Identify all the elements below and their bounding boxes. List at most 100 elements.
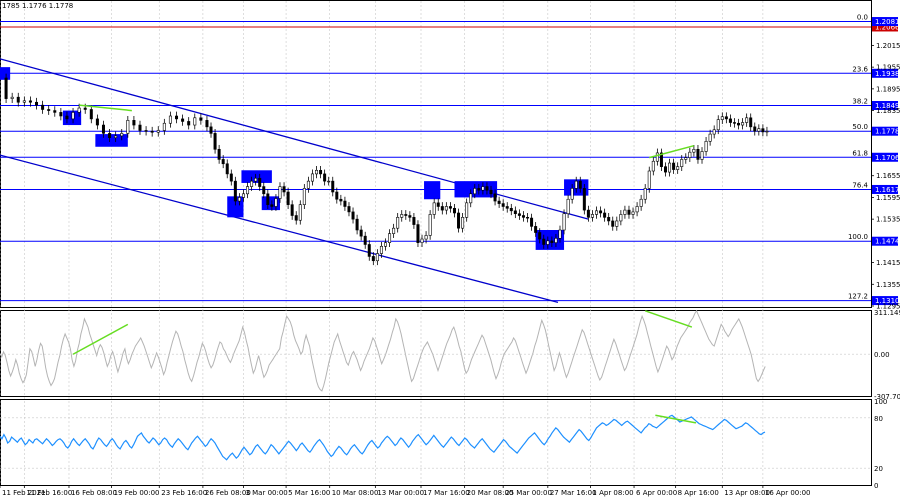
price-tag-bg — [872, 101, 898, 111]
rsi-line — [0, 414, 766, 461]
candle-body — [22, 100, 26, 103]
candle-body — [250, 180, 254, 187]
candle-body — [132, 120, 136, 126]
candle-body — [392, 227, 396, 234]
price-tag-label: 1.1706 — [875, 154, 900, 162]
candle-body — [542, 238, 546, 245]
candle-body — [578, 180, 582, 189]
candle-body — [615, 220, 619, 227]
candle-body — [126, 120, 130, 134]
price-tag-label: 1.1849 — [875, 102, 900, 110]
rsi-axis-label: 100 — [874, 398, 887, 406]
price-tick-label: 1.2015 — [876, 42, 900, 50]
price-series — [4, 73, 769, 266]
candle-body — [741, 122, 745, 126]
price-tag-label: 1.1778 — [875, 128, 900, 136]
time-tick-label: 11 Feb 2021 — [2, 489, 46, 497]
candle-body — [420, 238, 424, 243]
fib-level-label: 100.0 — [848, 233, 868, 241]
candle-body — [144, 130, 148, 132]
candle-body — [138, 124, 142, 131]
candle-body — [749, 117, 753, 128]
time-tick-label: 10 Mar 08:00 — [332, 489, 379, 497]
candle-body — [258, 177, 262, 187]
candle-body — [120, 133, 124, 137]
time-tick-label: 17 Mar 16:00 — [423, 489, 470, 497]
candle-body — [351, 211, 355, 220]
candle-body — [513, 210, 517, 215]
candle-body — [444, 206, 448, 211]
candle-body — [603, 212, 607, 218]
candle-body — [424, 235, 428, 240]
candle-body — [35, 101, 39, 106]
candle-body — [448, 206, 452, 209]
candle-body — [432, 202, 436, 215]
cci-axis-label: 311.1497 — [874, 309, 900, 317]
candle-body — [461, 217, 465, 229]
candle-body — [306, 180, 310, 189]
candle-body — [233, 180, 237, 202]
price-tag-bg — [872, 17, 898, 27]
candle-body — [436, 202, 440, 207]
price-tag-bg — [872, 184, 898, 194]
candle-body — [635, 206, 639, 213]
candle-body — [193, 117, 197, 126]
candle-body — [668, 162, 672, 173]
highlight-box — [0, 67, 11, 80]
rsi-indicator: 100 80 20 0 — [0, 398, 887, 490]
candle-body — [71, 112, 75, 120]
highlight-box — [241, 170, 272, 183]
candle-body — [586, 209, 590, 218]
candle-body — [546, 240, 550, 245]
price-tag-label: 1.1938 — [875, 70, 900, 78]
candle-body — [724, 116, 728, 120]
candle-body — [89, 109, 93, 120]
candle-body — [298, 204, 302, 221]
candle-body — [757, 128, 761, 132]
candle-body — [290, 204, 294, 216]
candle-body — [83, 107, 87, 110]
candle-body — [595, 210, 599, 215]
candle-body — [655, 152, 659, 162]
candle-body — [181, 118, 185, 122]
candle-body — [371, 256, 375, 262]
candle-body — [538, 232, 542, 240]
candle-body — [347, 206, 351, 213]
candle-body — [65, 115, 69, 120]
candle-body — [221, 159, 225, 165]
fib-level-label: 76.4 — [852, 181, 868, 189]
cci-divergence-line — [72, 323, 129, 355]
price-tag-label: 1.2081 — [875, 18, 900, 26]
candle-body — [704, 141, 708, 152]
candle-body — [517, 213, 521, 216]
candle-body — [761, 128, 765, 133]
candle-body — [95, 118, 99, 126]
candle-body — [363, 235, 367, 245]
candle-body — [651, 160, 655, 172]
fib-level-label: 61.8 — [852, 149, 868, 157]
candle-body — [412, 217, 416, 225]
fib-level-label: 127.2 — [848, 293, 868, 301]
candle-body — [753, 126, 757, 132]
price-tags: 1.2066 1.1938 1.1849 1.1778 1.1706 1.1617 1.14… — [872, 17, 900, 306]
time-tick-label: 20 Mar 08:00 — [467, 489, 514, 497]
candle-body — [639, 198, 643, 207]
candle-body — [237, 197, 241, 202]
candle-body — [530, 217, 534, 227]
candle-body — [400, 214, 404, 218]
price-axis: 1.2015 1.1955 1.1895 1.1835 1.1655 1.1595 1.15… — [871, 42, 900, 311]
fib-level-label: 38.2 — [852, 98, 868, 106]
candle-body — [732, 122, 736, 124]
candle-body — [582, 188, 586, 211]
price-tick-label: 1.1355 — [876, 281, 900, 289]
candle-body — [489, 189, 493, 195]
cci-pane-border — [0, 310, 872, 397]
candle-body — [388, 233, 392, 243]
candle-body — [680, 159, 684, 167]
candle-body — [396, 217, 400, 229]
rsi-axis-label: 20 — [874, 465, 883, 473]
candle-body — [114, 135, 118, 139]
fib-level-label: 50.0 — [852, 123, 868, 131]
time-tick-label: 8 Apr 16:00 — [678, 489, 719, 497]
